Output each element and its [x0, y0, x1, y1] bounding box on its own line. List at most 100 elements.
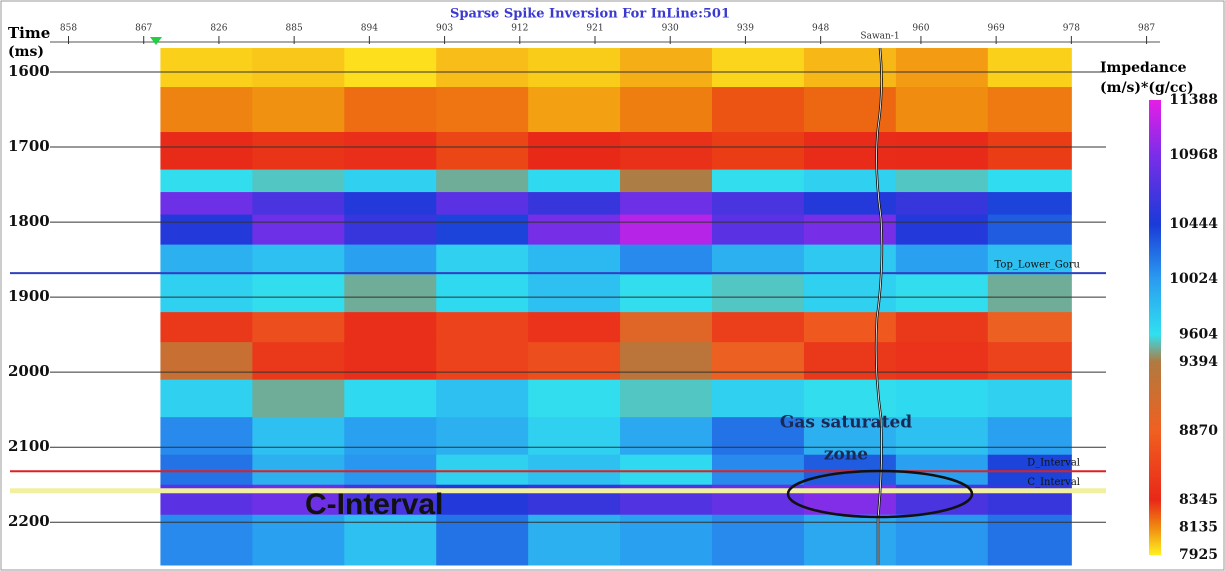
heat-cell	[252, 455, 344, 486]
heat-cell	[344, 87, 436, 133]
colorbar-tick-label: 7925	[1179, 547, 1218, 563]
heat-cell	[252, 417, 344, 455]
heat-cell	[620, 275, 712, 313]
heat-cell	[252, 380, 344, 418]
heat-cell	[436, 215, 528, 246]
heat-cell	[988, 215, 1072, 246]
heat-cell	[620, 48, 712, 88]
annotation: zone	[824, 445, 868, 465]
colorbar-tick-label: 8345	[1179, 492, 1218, 508]
chart-title: Sparse Spike Inversion For InLine:501	[450, 7, 730, 22]
x-tick-label: 939	[737, 24, 754, 34]
heat-cell	[160, 192, 252, 215]
heat-cell	[436, 132, 528, 170]
heat-cell	[436, 245, 528, 276]
heat-cell	[896, 275, 988, 313]
y-tick-label: 1700	[8, 137, 50, 155]
x-tick-label: 948	[812, 24, 829, 34]
heat-cell	[252, 192, 344, 215]
heat-cell	[620, 87, 712, 133]
heat-cell	[712, 132, 804, 170]
y-tick-label: 1600	[8, 62, 50, 80]
chart: Sparse Spike Inversion For InLine:501 Ti…	[0, 0, 1225, 571]
heat-cell	[896, 132, 988, 170]
annotation: C-Interval	[305, 488, 443, 521]
heat-cell	[160, 455, 252, 486]
heat-cell	[528, 132, 620, 170]
x-tick-label: 987	[1138, 24, 1155, 34]
heat-cell	[436, 192, 528, 215]
heat-cell	[344, 132, 436, 170]
heat-cell	[160, 170, 252, 193]
x-tick-label: 978	[1063, 24, 1080, 34]
heat-cell	[252, 87, 344, 133]
heat-cell	[528, 192, 620, 215]
x-tick-label: 969	[988, 24, 1005, 34]
colorbar-tick-label: 9604	[1179, 326, 1218, 342]
colorbar-tick-label: 11388	[1169, 92, 1218, 108]
x-tick-label: 960	[912, 24, 929, 34]
x-tick-label: 930	[662, 24, 679, 34]
heat-cell	[804, 275, 896, 313]
colorbar-label: Impedance	[1100, 60, 1187, 76]
annotation: Gas saturated	[780, 413, 912, 433]
heat-cell	[160, 132, 252, 170]
heat-cell	[436, 48, 528, 88]
heat-cell	[436, 170, 528, 193]
heat-cell	[988, 417, 1072, 455]
heat-cell	[528, 342, 620, 380]
heat-cell	[988, 275, 1072, 313]
heat-cell	[436, 312, 528, 343]
heat-cell	[160, 275, 252, 313]
heat-cell	[988, 87, 1072, 133]
x-tick-label: 885	[286, 24, 303, 34]
x-tick-label: 894	[361, 24, 378, 34]
heat-cell	[344, 192, 436, 215]
heat-cell	[160, 312, 252, 343]
colorbar-tick-label: 9394	[1179, 354, 1218, 370]
heat-cell	[344, 170, 436, 193]
heat-cell	[988, 48, 1072, 88]
horizon-label: Top_Lower_Goru	[995, 260, 1081, 271]
heat-cell	[528, 455, 620, 486]
heat-cell	[160, 48, 252, 88]
heat-cell	[620, 455, 712, 486]
heat-cell	[620, 342, 712, 380]
x-tick-label: 903	[436, 24, 453, 34]
heat-cell	[804, 192, 896, 215]
y-tick-label: 1800	[8, 212, 50, 230]
heat-cell	[620, 380, 712, 418]
x-tick-label: 826	[210, 24, 227, 34]
heat-cell	[528, 312, 620, 343]
heat-cell	[160, 342, 252, 380]
heat-cell	[896, 87, 988, 133]
heat-cell	[712, 170, 804, 193]
heat-cell	[712, 455, 804, 486]
heat-cell	[252, 170, 344, 193]
heat-cell	[436, 87, 528, 133]
heat-cell	[528, 417, 620, 455]
heat-cell	[620, 192, 712, 215]
heat-cell	[344, 312, 436, 343]
heat-cell	[252, 132, 344, 170]
heat-cell	[436, 275, 528, 313]
heat-cell	[252, 342, 344, 380]
colorbar	[1149, 100, 1161, 555]
heat-cell	[896, 170, 988, 193]
heat-cell	[252, 275, 344, 313]
heat-cell	[896, 192, 988, 215]
heat-cell	[988, 380, 1072, 418]
heat-cell	[528, 215, 620, 246]
y-tick-label: 1900	[8, 287, 50, 305]
heat-cell	[344, 380, 436, 418]
colorbar-tick-label: 8135	[1179, 519, 1218, 535]
heat-cell	[804, 312, 896, 343]
heat-cell	[712, 275, 804, 313]
heat-cell	[252, 312, 344, 343]
heat-cell	[344, 48, 436, 88]
x-tick-label: 912	[511, 24, 528, 34]
heat-cell	[804, 342, 896, 380]
heat-cell	[712, 215, 804, 246]
heat-cell	[436, 380, 528, 418]
heat-cell	[896, 312, 988, 343]
